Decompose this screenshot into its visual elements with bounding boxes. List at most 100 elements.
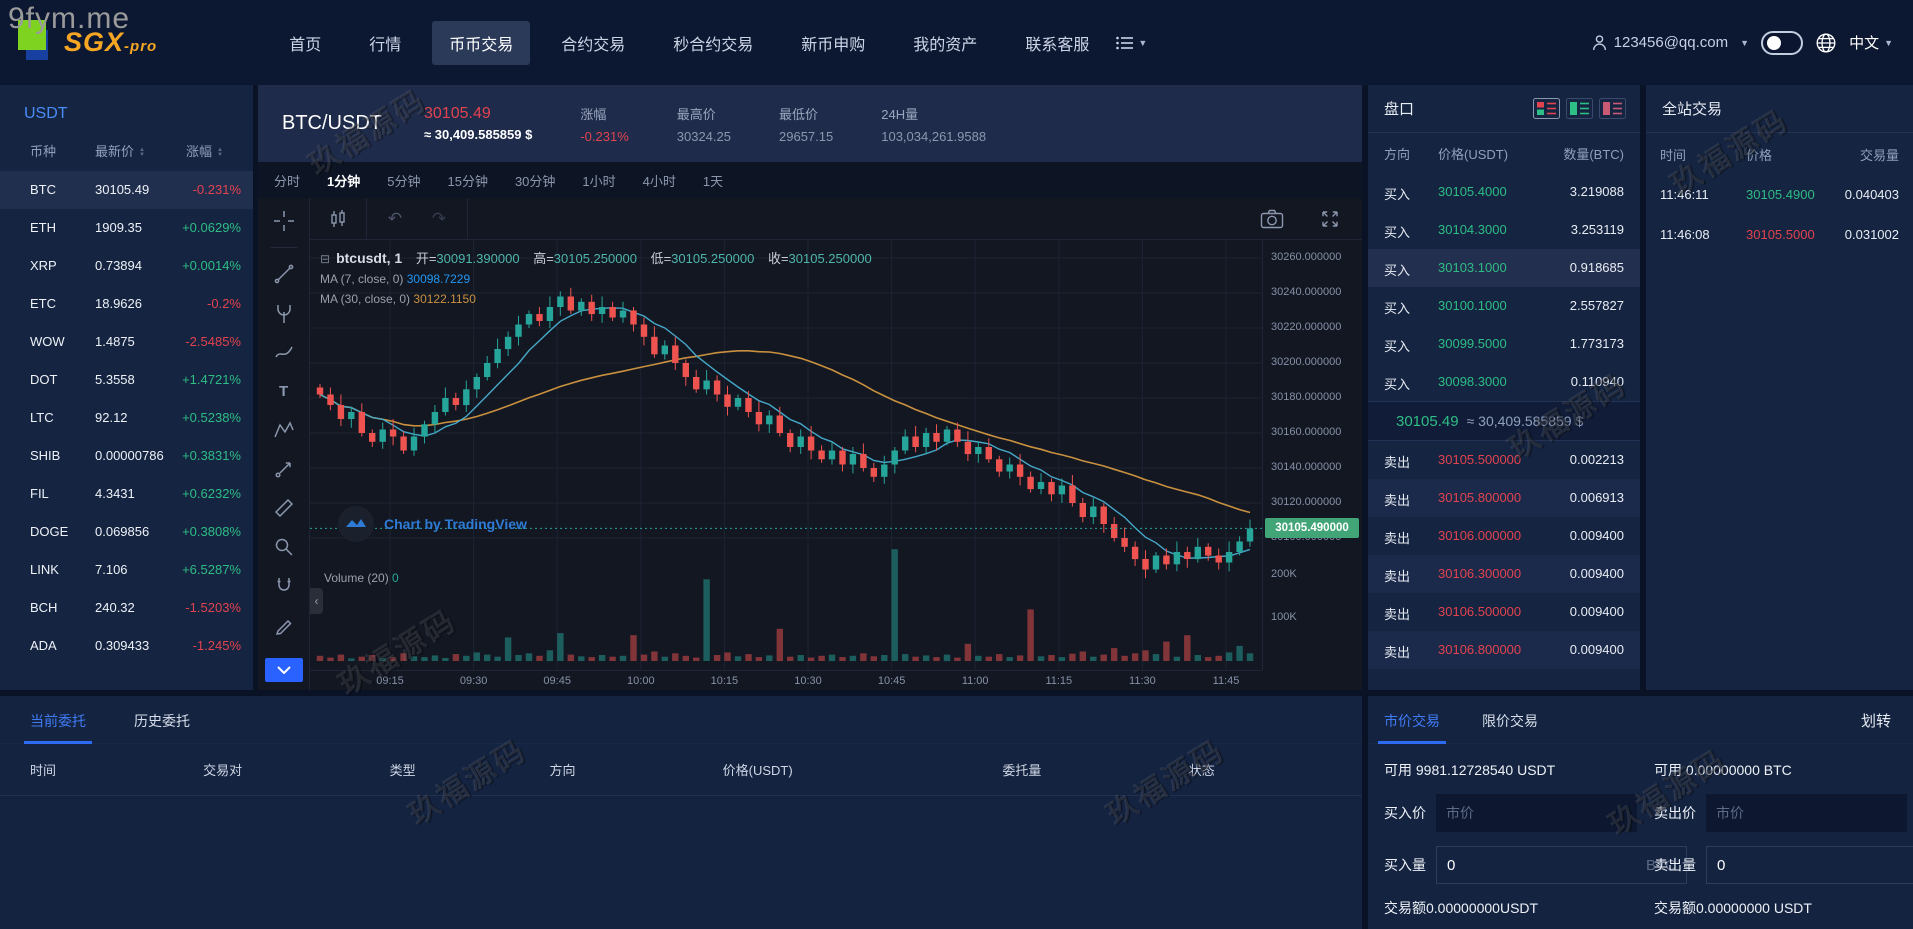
nav-item-markets[interactable]: 行情 — [369, 36, 402, 54]
orders-col-2: 类型 — [389, 763, 416, 778]
market-row-LTC[interactable]: LTC 92.12 +0.5238% — [0, 399, 253, 437]
camera-icon[interactable] — [1250, 204, 1294, 234]
timeframe-1天[interactable]: 1天 — [702, 173, 724, 189]
timeframe-15分钟[interactable]: 15分钟 — [447, 173, 488, 189]
pitchfork-icon[interactable] — [269, 300, 299, 326]
market-row-SHIB[interactable]: SHIB 0.00000786 +0.3831% — [0, 437, 253, 475]
market-row-XRP[interactable]: XRP 0.73894 +0.0014% — [0, 247, 253, 285]
sort-icon[interactable]: ▲ ▼ — [217, 146, 223, 158]
timeframe-5分钟[interactable]: 5分钟 — [387, 173, 421, 189]
transfer-link[interactable]: 划转 — [1860, 713, 1891, 730]
ruler-icon[interactable] — [269, 495, 299, 521]
price-axis[interactable]: 30105.490000 30260.000000 30240.000000 302… — [1262, 240, 1362, 670]
nav-item-spot[interactable]: 币币交易 — [432, 20, 531, 65]
theme-toggle[interactable] — [1761, 30, 1804, 55]
zoom-icon[interactable] — [269, 534, 299, 560]
market-row-ADA[interactable]: ADA 0.309433 -1.245% — [0, 627, 253, 665]
pattern-icon[interactable] — [269, 417, 299, 443]
orderbook-ask-row[interactable]: 卖出 30106.800000 0.009400 — [1368, 631, 1640, 669]
nav-item-new-coin[interactable]: 新币申购 — [801, 36, 866, 54]
trendline-icon[interactable] — [269, 261, 299, 287]
undo-icon[interactable]: ↶ — [387, 208, 403, 228]
sort-icon[interactable]: ▲ ▼ — [139, 146, 145, 158]
orderbook-ask-row[interactable]: 卖出 30105.800000 0.006913 — [1368, 479, 1640, 517]
market-row-LINK[interactable]: LINK 7.106 +6.5287% — [0, 551, 253, 589]
toolbar-collapse-button[interactable] — [264, 658, 303, 682]
brush-icon[interactable] — [269, 339, 299, 365]
sell-amount-input[interactable] — [1717, 856, 1913, 874]
market-row-BTC[interactable]: BTC 30105.49 -0.231% — [0, 171, 253, 209]
market-row-DOT[interactable]: DOT 5.3558 +1.4721% — [0, 361, 253, 399]
tab-current-orders[interactable]: 当前委托 — [24, 713, 92, 744]
nav-item-assets[interactable]: 我的资产 — [913, 36, 978, 54]
market-row-ETH[interactable]: ETH 1909.35 +0.0629% — [0, 209, 253, 247]
text-tool-icon[interactable]: T — [269, 378, 299, 404]
orders-col-4: 价格(USDT) — [722, 763, 793, 778]
sell-available-balance: 可用 0.00000000 BTC — [1654, 762, 1792, 778]
price-axis-label: 30220.000000 — [1271, 321, 1342, 333]
quote-tab-usdt[interactable]: USDT — [24, 105, 68, 122]
orderbook-bid-row[interactable]: 买入 30105.4000 3.219088 — [1368, 173, 1640, 211]
buy-price-input[interactable] — [1436, 794, 1637, 832]
market-row-BCH[interactable]: BCH 240.32 -1.5203% — [0, 589, 253, 627]
orderbook-bid-row[interactable]: 买入 30103.1000 0.918685 — [1368, 249, 1640, 287]
orderbook-ask-row[interactable]: 卖出 30105.500000 0.002213 — [1368, 441, 1640, 479]
orderbook-side-label: 买入 — [1384, 225, 1411, 240]
redo-icon[interactable]: ↷ — [431, 208, 447, 228]
tab-history-orders[interactable]: 历史委托 — [134, 713, 190, 729]
col-symbol: 币种 — [30, 144, 57, 159]
orderbook-bid-row[interactable]: 买入 30098.3000 0.110940 — [1368, 363, 1640, 401]
sell-price-input[interactable] — [1706, 794, 1907, 832]
pane-collapse-handle[interactable]: ‹ — [310, 588, 323, 614]
market-row-ETC[interactable]: ETC 18.9626 -0.2% — [0, 285, 253, 323]
orderbook-ask-row[interactable]: 卖出 30106.500000 0.009400 — [1368, 593, 1640, 631]
timeframe-4小时[interactable]: 4小时 — [642, 173, 676, 189]
language-selector[interactable]: 中文 ▼ — [1849, 35, 1893, 52]
fullscreen-icon[interactable] — [1308, 204, 1352, 234]
nav-item-home[interactable]: 首页 — [289, 36, 322, 54]
orderbook-bid-row[interactable]: 买入 30104.3000 3.253119 — [1368, 211, 1640, 249]
magnet-icon[interactable] — [269, 573, 299, 599]
depth-both-icon[interactable] — [1533, 98, 1560, 119]
tab-market-trade[interactable]: 市价交易 — [1378, 713, 1446, 744]
crosshair-icon[interactable] — [269, 208, 299, 234]
buy-amount-input[interactable] — [1447, 856, 1646, 874]
market-row-WOW[interactable]: WOW 1.4875 -2.5485% — [0, 323, 253, 361]
user-account[interactable]: 123456@qq.com — [1591, 34, 1728, 51]
account-chevron-down-icon[interactable]: ▼ — [1740, 37, 1750, 48]
orderbook-ask-row[interactable]: 卖出 30106.300000 0.009400 — [1368, 555, 1640, 593]
market-row-FIL[interactable]: FIL 4.3431 +0.6232% — [0, 475, 253, 513]
trade-price: 30105.4900 — [1746, 187, 1815, 202]
tab-limit-trade[interactable]: 限价交易 — [1482, 713, 1538, 729]
logo[interactable]: SGX-pro — [18, 19, 157, 66]
timeframe-分时[interactable]: 分时 — [274, 173, 301, 189]
coin-price: 5.3558 — [95, 372, 135, 387]
candlestick-chart[interactable] — [310, 240, 1262, 670]
nav-item-support[interactable]: 联系客服 — [1025, 36, 1090, 54]
nav-item-seconds-contract[interactable]: 秒合约交易 — [673, 36, 754, 54]
col-change[interactable]: 涨幅 ▲ ▼ — [186, 144, 223, 159]
forecast-icon[interactable] — [269, 456, 299, 482]
timeframe-1分钟[interactable]: 1分钟 — [327, 173, 361, 189]
tradingview-credit[interactable]: Chart by TradingView — [338, 506, 527, 542]
ma7-legend: MA (7, close, 0) 30098.7229 — [320, 272, 471, 286]
timeframe-30分钟[interactable]: 30分钟 — [514, 173, 556, 189]
coin-price: 7.106 — [95, 562, 128, 577]
orderbook-bid-row[interactable]: 买入 30100.1000 2.557827 — [1368, 287, 1640, 325]
nav-item-contract[interactable]: 合约交易 — [561, 36, 626, 54]
candle-style-icon[interactable] — [316, 204, 360, 234]
pencil-icon[interactable] — [269, 612, 299, 638]
coin-change: -1.245% — [192, 638, 241, 653]
col-price[interactable]: 最新价 ▲ ▼ — [95, 144, 145, 159]
globe-icon[interactable] — [1815, 32, 1837, 54]
nav-more-menu[interactable]: ▼ — [1116, 35, 1147, 51]
market-row-DOGE[interactable]: DOGE 0.069856 +0.3808% — [0, 513, 253, 551]
time-axis[interactable]: 09:15 09:30 09:45 10:00 10:15 10:30 10:45 11:00… — [310, 670, 1262, 690]
depth-sells-icon[interactable] — [1599, 98, 1626, 119]
legend-collapse-icon[interactable]: ⊟ — [320, 252, 331, 266]
orderbook-bid-row[interactable]: 买入 30099.5000 1.773173 — [1368, 325, 1640, 363]
depth-buys-icon[interactable] — [1566, 98, 1593, 119]
orderbook-ask-row[interactable]: 卖出 30106.000000 0.009400 — [1368, 517, 1640, 555]
timeframe-1小时[interactable]: 1小时 — [582, 173, 616, 189]
price-axis-label: 30120.000000 — [1271, 496, 1342, 508]
